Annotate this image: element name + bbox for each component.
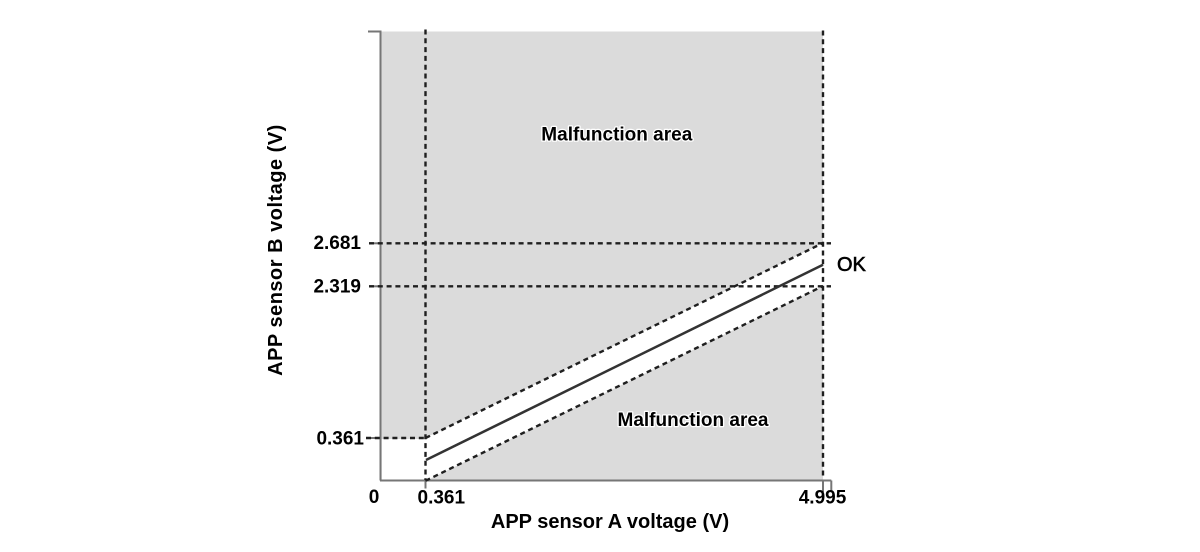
svg-text:0: 0: [369, 487, 380, 508]
svg-text:4.995: 4.995: [799, 488, 847, 509]
svg-text:0.361: 0.361: [316, 429, 364, 450]
svg-text:OK: OK: [837, 254, 867, 276]
svg-text:APP sensor A voltage (V): APP sensor A voltage (V): [491, 511, 729, 533]
svg-text:APP sensor B voltage (V): APP sensor B voltage (V): [265, 124, 287, 376]
svg-text:2.319: 2.319: [313, 277, 361, 298]
svg-text:2.681: 2.681: [313, 233, 361, 254]
svg-text:Malfunction area: Malfunction area: [541, 124, 692, 145]
svg-text:Malfunction area: Malfunction area: [618, 410, 769, 431]
svg-text:0.361: 0.361: [418, 488, 466, 509]
